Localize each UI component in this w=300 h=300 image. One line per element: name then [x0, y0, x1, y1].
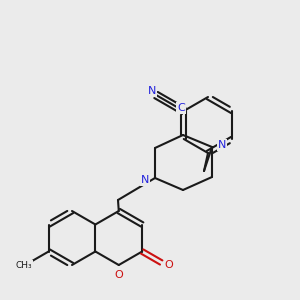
Text: O: O [165, 260, 174, 271]
Text: N: N [218, 140, 226, 150]
Text: CH₃: CH₃ [15, 261, 32, 270]
Text: N: N [141, 175, 149, 185]
Text: N: N [148, 86, 156, 96]
Text: O: O [114, 270, 123, 280]
Text: C: C [177, 103, 184, 113]
